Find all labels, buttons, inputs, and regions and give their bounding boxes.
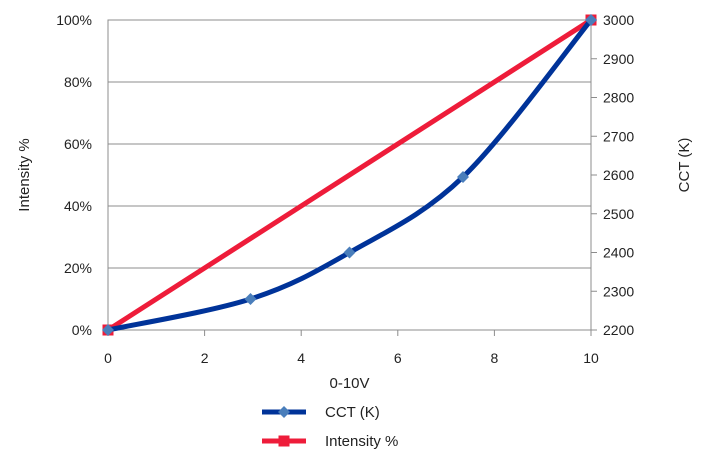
x-tick-label: 4 xyxy=(297,350,305,366)
legend-entry: CCT (K) xyxy=(262,404,380,421)
data-point xyxy=(457,170,470,183)
left-tick-label: 60% xyxy=(64,136,92,152)
legend-label: Intensity % xyxy=(325,433,398,450)
right-tick-label: 2400 xyxy=(603,245,634,261)
left-axis-title: Intensity % xyxy=(16,138,33,211)
left-tick-label: 0% xyxy=(72,322,92,338)
data-point xyxy=(102,324,114,336)
series-cct xyxy=(102,14,597,336)
right-tick-label: 2200 xyxy=(603,322,634,338)
series xyxy=(102,14,597,336)
left-tick-label: 40% xyxy=(64,198,92,214)
legend-swatch-marker xyxy=(278,406,290,418)
legend: CCT (K) Intensity % xyxy=(262,404,398,450)
right-tick-label: 2800 xyxy=(603,90,634,106)
legend-swatch-marker xyxy=(278,435,290,447)
x-axis-title: 0-10V xyxy=(329,375,369,392)
x-tick-label: 8 xyxy=(491,350,499,366)
left-tick-label: 20% xyxy=(64,260,92,276)
right-tick-label: 3000 xyxy=(603,12,634,28)
legend-label: CCT (K) xyxy=(325,404,380,421)
series-line xyxy=(105,17,594,333)
right-tick-label: 2500 xyxy=(603,206,634,222)
right-tick-label: 2600 xyxy=(603,167,634,183)
right-tick-label: 2300 xyxy=(603,283,634,299)
right-tick-label: 2900 xyxy=(603,51,634,67)
right-axis-title: CCT (K) xyxy=(676,138,693,193)
x-tick-label: 6 xyxy=(394,350,402,366)
left-tick-label: 80% xyxy=(64,74,92,90)
series-intensity xyxy=(102,14,597,336)
left-tick-label: 100% xyxy=(56,12,92,28)
right-tick-label: 2700 xyxy=(603,128,634,144)
x-tick-label: 2 xyxy=(201,350,209,366)
series-line xyxy=(105,17,594,333)
data-point xyxy=(343,246,356,259)
data-point xyxy=(585,14,597,26)
data-point xyxy=(244,293,257,305)
x-tick-label: 10 xyxy=(583,350,599,366)
axes: 0% 20% 40% 60% 80% 100% 2200 2300 2400 2500 2600 27… xyxy=(56,12,634,366)
legend-entry: Intensity % xyxy=(262,433,398,450)
x-tick-label: 0 xyxy=(104,350,112,366)
